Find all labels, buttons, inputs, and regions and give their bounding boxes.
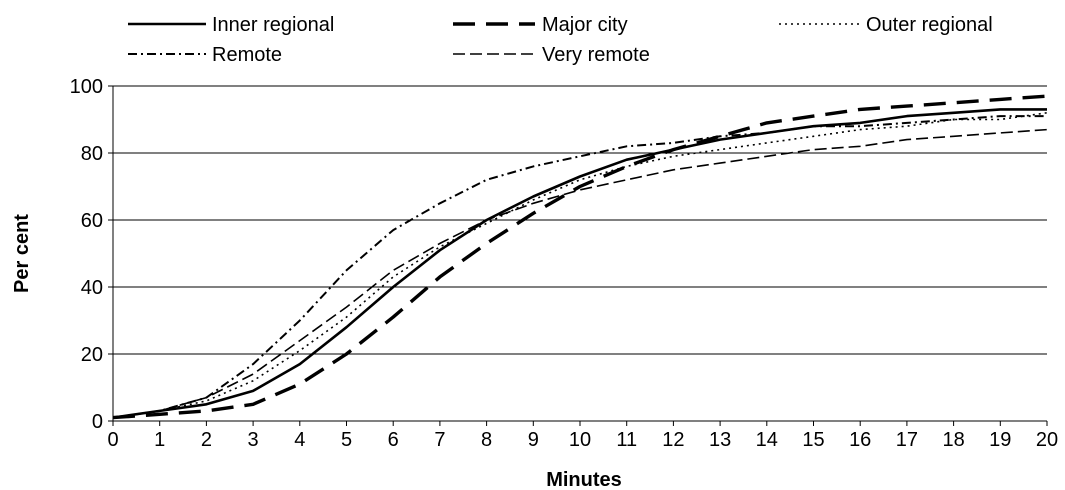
legend-label: Major city	[542, 14, 628, 36]
x-tick-label: 5	[341, 429, 352, 451]
x-tick-label: 7	[434, 429, 445, 451]
legend-item: Major city	[453, 14, 628, 36]
x-axis-title: Minutes	[546, 469, 622, 490]
legend-label: Very remote	[542, 44, 650, 66]
x-tick-label: 16	[849, 429, 871, 451]
x-tick-label: 4	[294, 429, 305, 451]
series-lines	[112, 94, 1048, 420]
x-tick-label: 15	[802, 429, 824, 451]
y-tick-label: 40	[81, 277, 103, 299]
y-tick-label: 0	[92, 411, 103, 433]
series-line-major-city	[112, 94, 1048, 420]
x-tick-labels: 0 1 2 3 4 5 6 7 8 9 10 11 12 13 14 15 16 17 18 19 20	[107, 421, 1058, 451]
series-line-outer-regional	[112, 112, 1048, 419]
legend-label: Remote	[212, 44, 282, 66]
axes	[112, 86, 1047, 422]
x-tick-label: 14	[756, 429, 778, 451]
x-tick-label: 6	[388, 429, 399, 451]
x-tick-label: 10	[569, 429, 591, 451]
series-line-remote	[112, 115, 1047, 419]
legend-item: Very remote	[453, 44, 650, 66]
gridlines	[113, 85, 1047, 355]
x-tick-label: 3	[248, 429, 259, 451]
x-tick-label: 1	[154, 429, 165, 451]
x-tick-label: 0	[107, 429, 118, 451]
y-tick-label: 80	[81, 143, 103, 165]
y-axis-title: Per cent	[11, 214, 33, 293]
x-tick-label: 19	[989, 429, 1011, 451]
x-tick-label: 17	[896, 429, 918, 451]
legend-label: Inner regional	[212, 14, 334, 36]
legend: Inner regional Major city Outer regional Re…	[128, 14, 993, 66]
x-tick-label: 20	[1036, 429, 1058, 451]
x-tick-label: 9	[528, 429, 539, 451]
y-tick-label: 20	[81, 344, 103, 366]
y-tick-label: 100	[70, 76, 103, 98]
y-tick-label: 60	[81, 210, 103, 232]
y-tick-labels: 0 20 40 60 80 100	[70, 76, 113, 433]
x-tick-label: 2	[201, 429, 212, 451]
x-tick-label: 13	[709, 429, 731, 451]
x-tick-label: 11	[616, 429, 637, 451]
legend-label: Outer regional	[866, 14, 993, 36]
x-tick-label: 12	[662, 429, 684, 451]
x-tick-label: 18	[942, 429, 964, 451]
legend-item: Remote	[128, 44, 282, 66]
legend-item: Inner regional	[128, 14, 334, 36]
series-line-inner-regional	[112, 108, 1047, 419]
x-tick-label: 8	[481, 429, 492, 451]
legend-item: Outer regional	[779, 14, 993, 36]
series-line-very-remote	[112, 128, 1048, 419]
